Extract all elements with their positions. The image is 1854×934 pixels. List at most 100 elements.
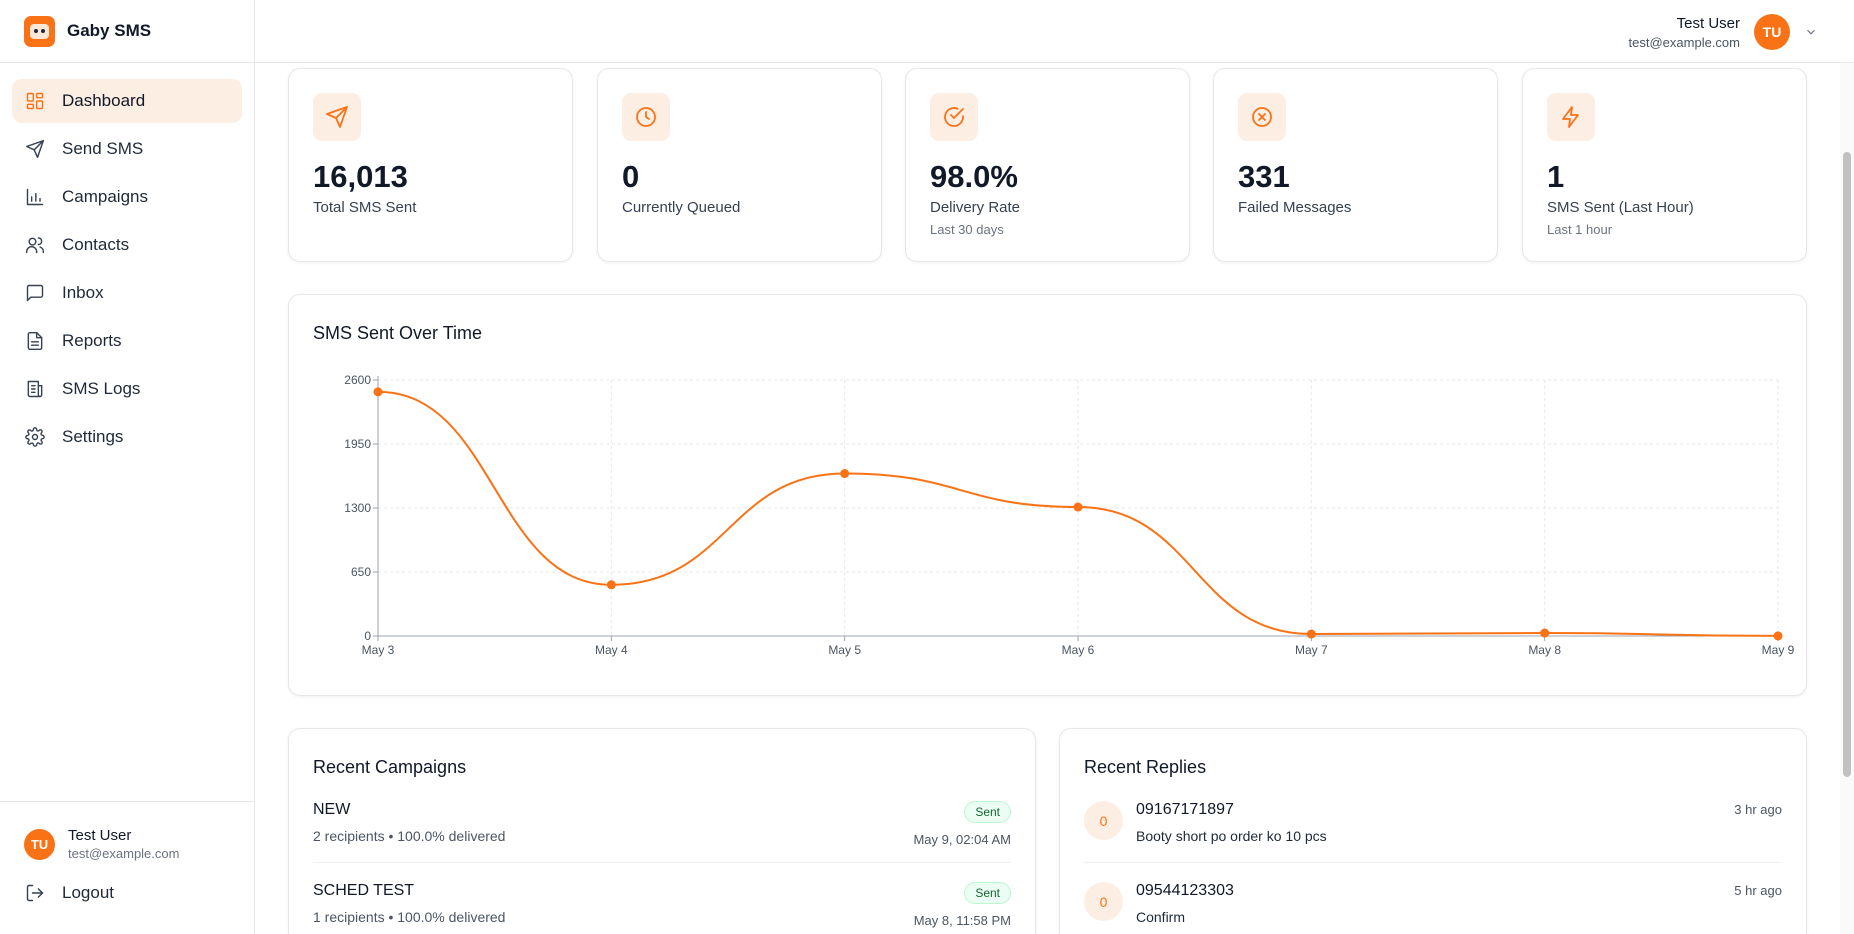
- logout-icon: [26, 884, 44, 902]
- campaign-name: SCHED TEST: [313, 882, 415, 899]
- status-badge: Sent: [964, 882, 1011, 904]
- sidebar-user: TU Test User test@example.com: [0, 802, 255, 861]
- reply-number: 09544123303: [1136, 882, 1234, 899]
- recent-replies-card: Recent Replies 0 09167171897 Booty short…: [1059, 728, 1807, 934]
- stat-value: 331: [1238, 159, 1290, 194]
- sidebar-item-dashboard[interactable]: Dashboard: [12, 79, 242, 123]
- stat-value: 98.0%: [930, 159, 1018, 194]
- brand-name: Gaby SMS: [67, 21, 152, 40]
- stat-label: SMS Sent (Last Hour): [1547, 199, 1694, 216]
- user-name: Test User: [68, 827, 132, 844]
- sidebar-item-label: Contacts: [62, 235, 130, 254]
- avatar: TU: [1754, 14, 1790, 50]
- chart-title: SMS Sent Over Time: [313, 323, 483, 343]
- sidebar: Gaby SMS Dashboard Send SMS Campaigns Co…: [0, 0, 255, 934]
- stat-value: 1: [1547, 159, 1565, 194]
- chevron-down-icon[interactable]: [1804, 25, 1818, 39]
- sidebar-footer: TU Test User test@example.com Logout: [0, 801, 255, 934]
- data-point: [840, 469, 850, 479]
- campaign-item[interactable]: NEW 2 recipients • 100.0% delivered Sent…: [313, 801, 1011, 882]
- avatar: 0: [1084, 882, 1123, 921]
- bar-chart-icon: [26, 188, 44, 206]
- data-point: [1306, 629, 1316, 639]
- line-chart: 0 650 1300 1950 2600 May 3 May 4 May 5 May 6 May …: [344, 373, 1795, 657]
- x-tick-label: May 5: [828, 643, 861, 657]
- x-tick-label: May 3: [362, 643, 395, 657]
- brand[interactable]: Gaby SMS: [0, 0, 254, 63]
- campaign-date: May 8, 11:58 PM: [913, 913, 1011, 928]
- series-line: [377, 390, 1779, 637]
- sidebar-item-sms-logs[interactable]: SMS Logs: [12, 367, 242, 411]
- avatar: TU: [24, 828, 55, 860]
- recent-replies-title: Recent Replies: [1084, 757, 1207, 777]
- data-point: [1540, 628, 1550, 638]
- data-point: [1073, 502, 1083, 512]
- chart-card: SMS Sent Over Time 0 650 1300 1950 2600 May 3…: [288, 294, 1807, 696]
- users-icon: [25, 237, 45, 254]
- campaign-name: NEW: [313, 801, 351, 818]
- x-tick-label: May 6: [1062, 643, 1095, 657]
- divider: [1084, 862, 1782, 863]
- stat-value: 0: [622, 159, 640, 194]
- sidebar-item-label: Send SMS: [62, 139, 144, 158]
- scrollbar-thumb[interactable]: [1843, 152, 1851, 777]
- sidebar-item-label: Campaigns: [62, 187, 148, 206]
- data-point: [1773, 631, 1783, 641]
- sidebar-item-reports[interactable]: Reports: [12, 319, 242, 363]
- y-tick-label: 650: [351, 565, 371, 579]
- x-circle-icon: [1252, 107, 1272, 127]
- sidebar-nav: Dashboard Send SMS Campaigns Contacts In…: [0, 63, 254, 459]
- y-tick-label: 2600: [344, 373, 371, 387]
- data-point: [373, 387, 383, 397]
- stat-sub: Last 1 hour: [1547, 222, 1613, 237]
- avatar: 0: [1084, 801, 1123, 840]
- reply-time: 3 hr ago: [1734, 802, 1782, 817]
- sidebar-item-label: SMS Logs: [62, 379, 141, 398]
- reply-message: Booty short po order ko 10 pcs: [1136, 828, 1327, 844]
- sidebar-item-settings[interactable]: Settings: [12, 415, 242, 459]
- message-icon: [26, 284, 44, 302]
- stat-icon-wrap: [622, 93, 670, 141]
- gear-icon: [25, 427, 45, 447]
- x-tick-label: May 8: [1528, 643, 1561, 657]
- reply-item[interactable]: 0 09544123303 Confirm 5 hr ago: [1084, 882, 1782, 934]
- send-icon: [25, 139, 45, 159]
- reply-item[interactable]: 0 09167171897 Booty short po order ko 10…: [1084, 801, 1782, 882]
- user-menu[interactable]: Test User test@example.com TU: [1629, 14, 1818, 50]
- reply-message: Confirm: [1136, 909, 1186, 925]
- check-circle-icon: [944, 107, 964, 127]
- sidebar-item-campaigns[interactable]: Campaigns: [12, 175, 242, 219]
- header-user-name: Test User: [1676, 14, 1740, 32]
- stat-card-total-sent: 16,013 Total SMS Sent: [288, 68, 573, 262]
- x-tick-label: May 4: [595, 643, 628, 657]
- x-tick-label: May 7: [1295, 643, 1328, 657]
- logout-button[interactable]: Logout: [0, 861, 255, 903]
- data-point: [606, 580, 616, 590]
- stat-value: 16,013: [313, 159, 408, 194]
- y-tick-label: 0: [364, 629, 371, 643]
- x-tick-label: May 9: [1762, 643, 1795, 657]
- status-badge: Sent: [964, 801, 1011, 823]
- recent-campaigns-card: Recent Campaigns NEW 2 recipients • 100.…: [288, 728, 1036, 934]
- header-user-email: test@example.com: [1628, 34, 1740, 50]
- campaign-meta: 1 recipients • 100.0% delivered: [313, 909, 506, 925]
- stat-card-queued: 0 Currently Queued: [597, 68, 882, 262]
- sidebar-item-contacts[interactable]: Contacts: [12, 223, 242, 267]
- logout-label: Logout: [62, 883, 114, 902]
- reply-time: 5 hr ago: [1734, 883, 1782, 898]
- logs-icon: [27, 380, 43, 398]
- campaign-item[interactable]: SCHED TEST 1 recipients • 100.0% deliver…: [313, 882, 1011, 934]
- sidebar-item-label: Settings: [62, 427, 124, 446]
- stat-icon-wrap: [1547, 93, 1595, 141]
- stat-card-failed: 331 Failed Messages: [1213, 68, 1498, 262]
- bolt-icon: [1562, 106, 1579, 128]
- stat-label: Currently Queued: [622, 199, 741, 216]
- top-header: Test User test@example.com TU: [255, 0, 1854, 63]
- stat-label: Failed Messages: [1238, 199, 1352, 216]
- recent-campaigns-title: Recent Campaigns: [313, 757, 467, 777]
- sidebar-item-label: Inbox: [62, 283, 104, 302]
- sidebar-item-send-sms[interactable]: Send SMS: [12, 127, 242, 171]
- stat-sub: Last 30 days: [930, 222, 1004, 237]
- scrollbar[interactable]: [1840, 63, 1854, 934]
- sidebar-item-inbox[interactable]: Inbox: [12, 271, 242, 315]
